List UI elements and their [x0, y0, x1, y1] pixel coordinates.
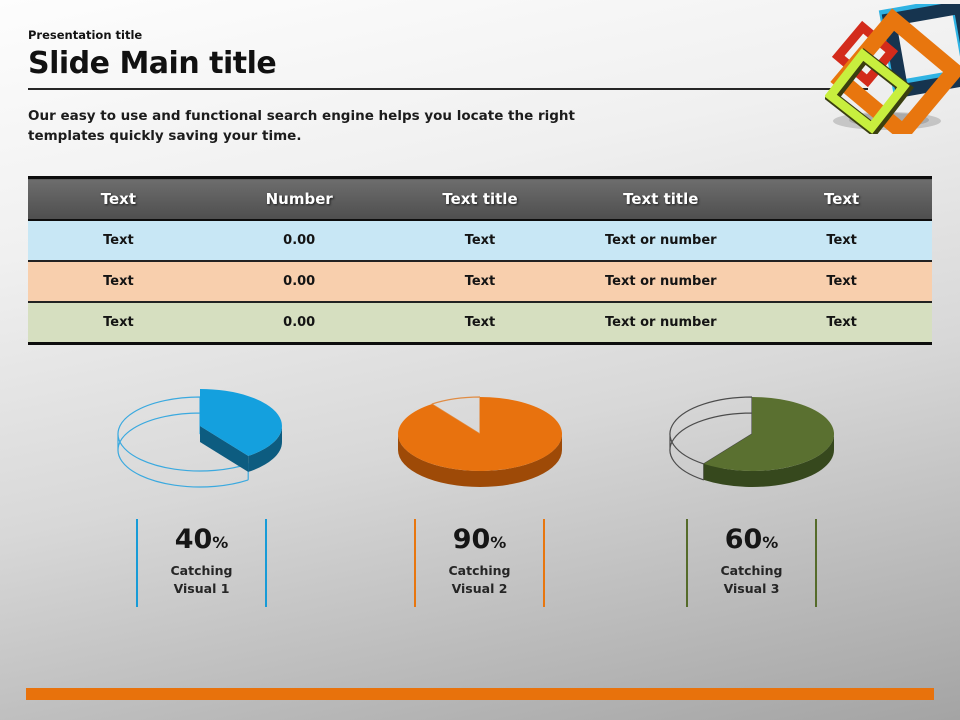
table-row: Text 0.00 Text Text or number Text — [28, 302, 932, 344]
table-cell: Text or number — [570, 261, 752, 303]
table-cell: 0.00 — [208, 220, 390, 262]
table-cell: Text — [103, 315, 134, 330]
intro-line-1: Our easy to use and functional search en… — [28, 108, 575, 124]
overlapping-frames-logo — [825, 4, 960, 134]
intro-line-2: templates quickly saving your time. — [28, 128, 302, 145]
percent-value: 60% — [724, 524, 779, 555]
footer-accent-bar — [26, 688, 934, 700]
table-row: Text 0.00 Text Text or number Text — [28, 220, 932, 262]
table-row: Text 0.00 Text Text or number Text — [28, 261, 932, 303]
percent-sign: % — [490, 533, 507, 552]
table-header-cell: Text title — [389, 177, 571, 221]
table-header-cell: Text — [28, 177, 209, 221]
table-header-cell: Text title — [570, 177, 752, 221]
table-cell: Text — [28, 220, 209, 262]
presentation-title: Presentation title — [28, 28, 143, 42]
percent-value: 40% — [174, 524, 229, 555]
table-cell: 0.00 — [208, 261, 390, 303]
table-cell: Text or number — [605, 315, 717, 330]
percent-value: 90% — [452, 524, 507, 555]
table-cell: Text — [28, 261, 209, 303]
table-cell: Text — [389, 220, 571, 262]
pie-chart-3 — [669, 396, 835, 487]
data-table: Text Number Text title Text title Text T… — [28, 176, 932, 345]
table-cell: Text — [826, 315, 857, 330]
visual-stat-2: 90% Catching Visual 2 — [414, 519, 545, 607]
table-header-row: Text Number Text title Text title Text — [28, 177, 932, 221]
visual-stat-1: 40% Catching Visual 1 — [136, 519, 267, 607]
table-cell: Text — [464, 315, 496, 330]
slide-main-title: Slide Main title — [28, 46, 277, 81]
table-cell: Text — [751, 261, 932, 303]
title-divider — [28, 88, 868, 90]
table-cell: Text — [389, 261, 571, 303]
visual-caption: Catching Visual 1 — [170, 562, 233, 596]
table-cell: 0.00 — [283, 315, 316, 330]
table-cell: Text — [751, 220, 932, 262]
pie-chart-2 — [398, 396, 563, 487]
visual-stat-3: 60% Catching Visual 3 — [686, 519, 817, 607]
percent-sign: % — [762, 533, 779, 552]
pie-chart-1 — [117, 389, 282, 488]
table-header-cell: Text — [751, 177, 932, 221]
intro-text: Our easy to use and functional search en… — [28, 106, 575, 147]
table-cell: Text or number — [570, 220, 752, 262]
visual-caption: Catching Visual 2 — [448, 562, 511, 596]
percent-sign: % — [212, 533, 229, 552]
visual-caption: Catching Visual 3 — [720, 562, 783, 596]
table-header-cell: Number — [208, 177, 390, 221]
